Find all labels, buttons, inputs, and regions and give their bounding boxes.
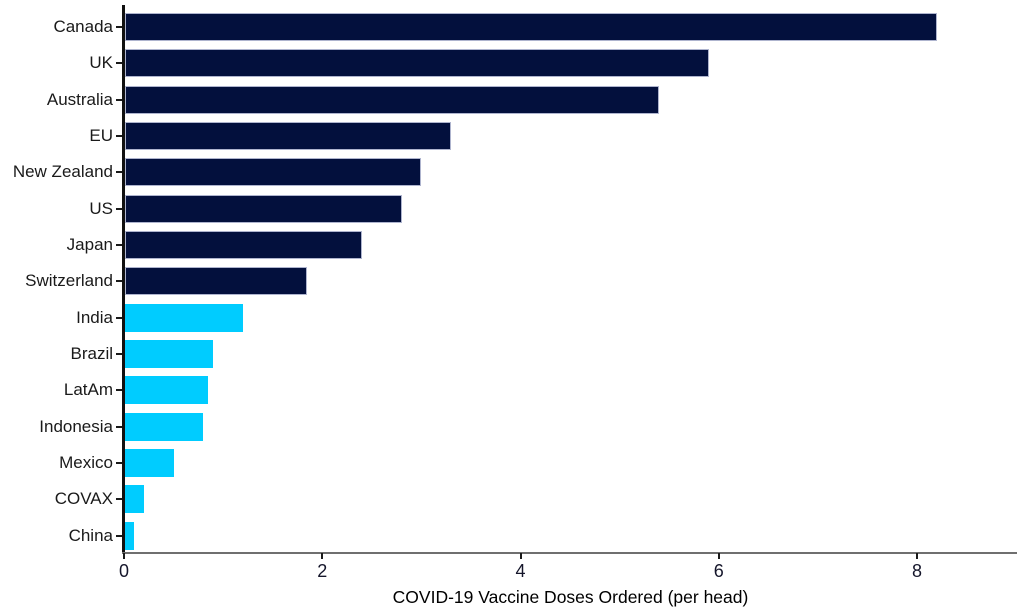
bar xyxy=(125,13,937,41)
bar xyxy=(125,521,134,550)
bar xyxy=(125,230,362,259)
category-label: Japan xyxy=(66,234,113,254)
x-tick-label: 0 xyxy=(118,561,129,581)
bar xyxy=(125,49,709,78)
y-axis-tick xyxy=(116,425,123,428)
y-axis-tick xyxy=(116,243,123,246)
y-axis-tick xyxy=(116,389,123,392)
bar xyxy=(125,121,451,150)
category-label: China xyxy=(68,525,113,545)
y-axis-tick xyxy=(116,26,123,28)
category-label: EU xyxy=(89,125,113,145)
x-axis-tick xyxy=(321,553,324,559)
category-label: Indonesia xyxy=(39,416,113,436)
bar xyxy=(125,412,203,441)
x-axis-tick xyxy=(123,553,125,559)
x-axis-line xyxy=(122,552,1017,554)
x-tick-label: 2 xyxy=(317,561,328,581)
y-axis-line xyxy=(122,5,125,554)
category-label: COVAX xyxy=(54,489,113,509)
bar xyxy=(125,267,307,296)
y-axis-tick xyxy=(116,534,123,537)
bar xyxy=(125,158,421,187)
x-tick-label: 4 xyxy=(515,561,526,581)
bar xyxy=(125,303,243,332)
category-label: Canada xyxy=(53,17,113,36)
y-axis-tick xyxy=(116,352,123,355)
category-label: UK xyxy=(89,53,113,73)
bar xyxy=(125,485,144,514)
y-axis-tick xyxy=(116,134,123,137)
y-axis-tick xyxy=(116,498,123,501)
y-axis-tick xyxy=(116,171,123,174)
y-axis-tick xyxy=(116,280,123,283)
bar xyxy=(125,194,402,223)
category-label: Brazil xyxy=(70,343,113,363)
x-axis-tick xyxy=(717,553,720,559)
bar xyxy=(125,85,659,114)
x-axis-tick xyxy=(916,553,918,559)
category-label: LatAm xyxy=(63,380,113,400)
y-axis-tick xyxy=(116,207,123,210)
category-label: Australia xyxy=(46,89,113,109)
y-axis-tick xyxy=(116,62,123,65)
y-axis-tick xyxy=(116,98,123,101)
x-axis-title: COVID-19 Vaccine Doses Ordered (per head… xyxy=(392,587,749,607)
bar xyxy=(125,448,174,477)
category-label: US xyxy=(89,198,113,218)
bar xyxy=(125,376,208,405)
category-label: Mexico xyxy=(59,452,113,472)
category-label: New Zealand xyxy=(12,162,113,182)
x-tick-label: 6 xyxy=(713,561,724,581)
x-axis-tick xyxy=(519,553,522,559)
y-axis-tick xyxy=(116,461,123,464)
category-label: Switzerland xyxy=(25,271,113,291)
y-axis-tick xyxy=(116,316,123,319)
bar xyxy=(125,339,213,368)
category-label: India xyxy=(76,307,113,327)
x-tick-label: 8 xyxy=(911,561,922,581)
